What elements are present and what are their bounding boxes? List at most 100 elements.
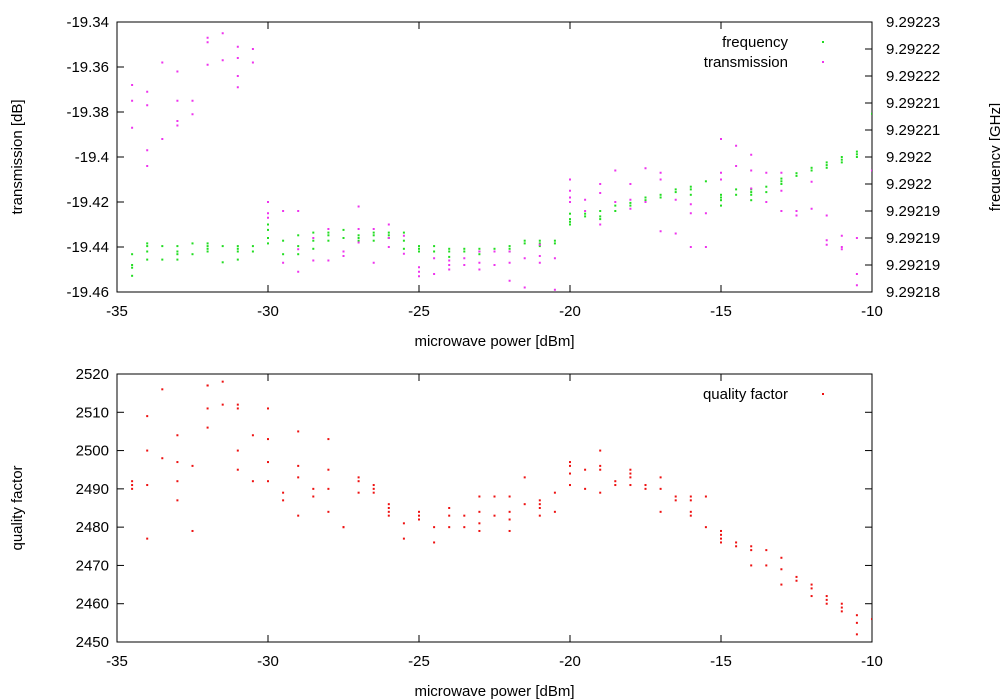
data-point-transmission [825, 214, 828, 217]
data-point-frequency [750, 199, 753, 202]
data-point-transmission [855, 237, 858, 239]
data-point-transmission [478, 261, 481, 264]
data-point-quality-factor [765, 564, 768, 567]
data-point-quality-factor [569, 464, 571, 467]
data-point-transmission [176, 70, 179, 73]
data-point-frequency [251, 250, 254, 253]
data-point-frequency [825, 164, 828, 167]
data-point-quality-factor [251, 480, 254, 483]
data-point-frequency [825, 161, 828, 164]
data-point-transmission [735, 165, 738, 167]
data-point-transmission [599, 223, 602, 226]
data-point-frequency [855, 153, 858, 156]
data-point-quality-factor [176, 461, 179, 464]
y2-tick-label: 9.29218 [886, 284, 940, 301]
data-point-frequency [584, 215, 587, 218]
data-point-quality-factor [569, 484, 571, 487]
data-point-quality-factor [206, 426, 209, 429]
data-point-frequency [146, 250, 149, 253]
data-point-quality-factor [267, 407, 269, 410]
data-point-transmission [146, 149, 149, 152]
data-point-transmission [629, 198, 632, 201]
data-point-frequency [674, 188, 677, 191]
data-point-frequency [357, 239, 360, 242]
y-tick-label: -19.4 [75, 149, 109, 166]
data-point-frequency [569, 220, 571, 223]
data-point-frequency [855, 150, 858, 153]
data-point-frequency [855, 156, 858, 158]
data-point-quality-factor [614, 484, 617, 487]
data-point-transmission [433, 257, 436, 260]
data-point-transmission [161, 138, 164, 140]
data-point-frequency [146, 258, 149, 261]
y-tick-label: 2520 [76, 366, 109, 383]
x-tick-label: -35 [106, 303, 128, 320]
data-point-quality-factor [161, 457, 164, 460]
data-point-frequency [810, 166, 813, 169]
data-point-frequency [161, 258, 164, 261]
data-point-quality-factor [840, 610, 843, 613]
data-point-frequency [584, 212, 587, 215]
legend-marker [822, 393, 824, 395]
data-point-transmission [689, 212, 692, 215]
data-point-transmission [720, 138, 722, 140]
data-point-transmission [523, 257, 526, 260]
data-point-transmission [720, 178, 722, 181]
y2-tick-label: 9.29222 [886, 41, 940, 58]
data-point-transmission [297, 270, 300, 273]
data-point-transmission [584, 210, 587, 212]
data-point-quality-factor [327, 487, 330, 490]
data-point-quality-factor [146, 415, 149, 418]
data-point-frequency [236, 258, 239, 261]
data-point-transmission [387, 223, 390, 226]
data-point-frequency [614, 204, 617, 207]
data-point-quality-factor [674, 495, 677, 498]
data-point-transmission [312, 237, 315, 239]
data-point-frequency [508, 247, 511, 250]
data-point-frequency [206, 245, 209, 248]
data-point-transmission [282, 210, 285, 212]
data-point-transmission [840, 234, 843, 237]
data-point-frequency [659, 196, 662, 199]
data-point-quality-factor [704, 495, 707, 498]
data-point-transmission [131, 99, 134, 102]
data-point-frequency [674, 191, 677, 194]
data-point-quality-factor [538, 499, 541, 502]
data-point-frequency [689, 193, 692, 196]
data-point-quality-factor [810, 587, 813, 590]
data-point-transmission [750, 169, 753, 172]
data-point-transmission [720, 171, 722, 174]
y-tick-label: 2500 [76, 443, 109, 460]
series-quality-factor [131, 380, 872, 636]
data-point-frequency [282, 253, 285, 256]
data-point-frequency [236, 245, 239, 248]
data-point-quality-factor [236, 403, 239, 406]
data-point-transmission [206, 36, 209, 39]
y-tick-label: 2480 [76, 519, 109, 536]
x-tick-label: -10 [861, 653, 883, 670]
data-point-transmission [825, 239, 828, 242]
data-point-frequency [221, 245, 224, 248]
data-point-transmission [146, 104, 149, 107]
data-point-frequency [176, 253, 179, 256]
data-point-transmission [689, 203, 692, 206]
data-point-frequency [538, 242, 541, 245]
transmission-frequency-panel: -35 -30 -25 -20 -15 -10 -19.46 -19.44 -19.42 -19.… [9, 14, 1000, 350]
data-point-frequency [131, 264, 134, 266]
data-point-transmission [508, 250, 511, 253]
data-point-quality-factor [131, 484, 134, 487]
data-point-frequency [750, 193, 753, 196]
data-point-quality-factor [659, 476, 662, 479]
data-point-quality-factor [191, 464, 194, 467]
data-point-frequency [176, 250, 179, 253]
data-point-quality-factor [614, 480, 617, 483]
y-tick-label: 2490 [76, 481, 109, 498]
data-point-quality-factor [418, 518, 420, 521]
data-point-frequency [448, 247, 451, 250]
data-point-quality-factor [689, 499, 692, 502]
data-point-quality-factor [372, 484, 375, 487]
data-point-quality-factor [146, 484, 149, 487]
data-point-quality-factor [387, 507, 390, 509]
data-point-frequency [463, 250, 466, 253]
data-point-frequency [236, 247, 239, 250]
